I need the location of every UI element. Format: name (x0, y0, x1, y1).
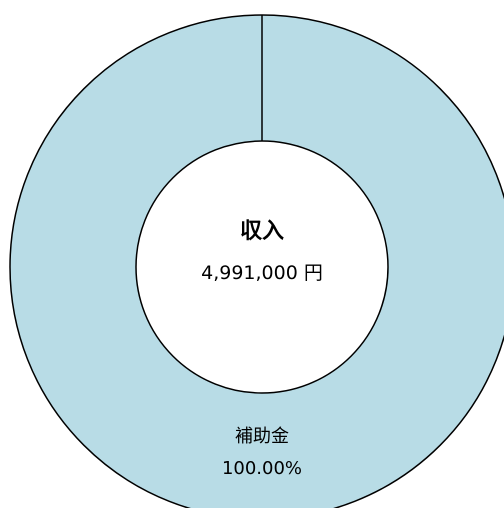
donut-hole (135, 140, 389, 394)
slice-percent-subsidy: 100.00% (222, 458, 302, 479)
slice-label-subsidy: 補助金 (235, 426, 289, 447)
center-value: 4,991,000 円 (201, 262, 323, 284)
center-title: 収入 (240, 219, 284, 244)
